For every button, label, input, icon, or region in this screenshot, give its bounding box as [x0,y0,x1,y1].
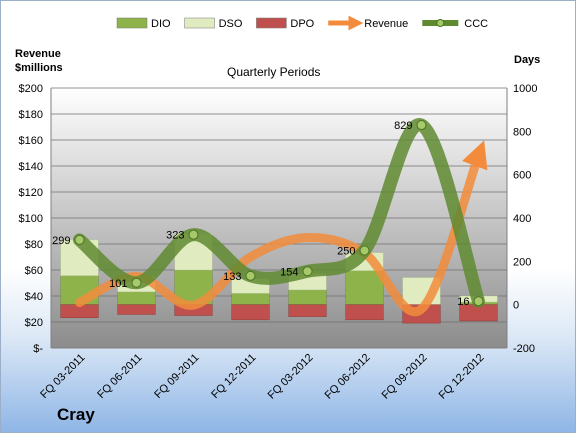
dpo-bar [345,304,384,321]
legend-item-dpo: DPO [256,17,315,30]
right-axis-tick-label: 200 [513,256,531,268]
x-axis-category-label: FQ 03-2011 [38,352,87,401]
left-axis-tick-label: $160 [19,135,43,147]
ccc-point [245,270,256,281]
legend-dso-swatch [184,17,215,29]
legend-item-ccc: CCC [422,18,488,30]
ccc-data-label: 829 [394,120,412,132]
legend-label: DIO [151,18,171,30]
left-axis-tick-label: $- [33,343,43,355]
ccc-point [74,234,85,245]
dpo-bar [231,304,270,321]
legend-label: DSO [219,18,243,30]
ccc-data-label: 101 [109,278,127,290]
left-axis-tick-label: $100 [19,213,43,225]
company-name: Cray [57,405,95,424]
ccc-point [416,120,427,131]
ccc-data-label: 16 [457,296,469,308]
x-axis-category-label: FQ 12-2012 [437,352,487,402]
ccc-data-label: 299 [52,235,70,247]
ccc-point [131,277,142,288]
right-axis-tick-label: 1000 [513,83,537,95]
legend-label: DPO [290,18,314,30]
legend-dpo-swatch [256,17,287,29]
left-axis-tick-label: $20 [25,317,43,329]
left-axis-tick-label: $200 [19,83,43,95]
right-axis-tick-label: 800 [513,126,531,138]
left-axis-tick-label: $40 [25,291,43,303]
left-axis-tick-label: $140 [19,161,43,173]
ccc-point [359,245,370,256]
dpo-bar [117,304,156,315]
legend-item-revenue: Revenue [328,15,408,31]
right-axis-tick-label: 400 [513,213,531,225]
dio-bar [345,270,384,305]
ccc-data-label: 250 [337,246,355,258]
legend-label: Revenue [364,18,408,30]
x-axis-category-label: FQ 09-2011 [152,352,201,401]
dio-bar [231,293,270,305]
ccc-point [302,266,313,277]
x-axis-category-label: FQ 09-2012 [380,352,430,402]
ccc-data-label: 323 [166,230,184,242]
legend-item-dio: DIO [116,17,171,30]
right-axis-tick-label: -200 [513,343,535,355]
ccc-point [473,296,484,307]
ccc-point [188,229,199,240]
x-axis-category-label: FQ 12-2011 [209,352,258,401]
x-axis-category-label: FQ 06-2012 [323,352,373,402]
left-axis-tick-label: $120 [19,187,43,199]
right-axis-title: Days [514,54,540,66]
ccc-data-label: 154 [280,266,298,278]
ccc-data-label: 133 [223,271,241,283]
x-axis-category-label: FQ 03-2012 [266,352,316,402]
dio-bar [117,291,156,305]
legend-item-dso: DSO [184,17,243,30]
legend-label: CCC [464,18,488,30]
right-axis-tick-label: 0 [513,300,519,312]
left-axis-tick-label: $60 [25,265,43,277]
x-axis-category-label: FQ 06-2011 [95,352,144,401]
left-axis-tick-label: $80 [25,239,43,251]
left-axis-title-line1: Revenue [15,48,61,60]
chart-title: Quarterly Periods [227,65,320,79]
legend-ccc-marker [436,19,445,27]
legend-dio-swatch [116,17,148,29]
dio-bar [288,289,327,305]
right-axis-tick-label: 600 [513,170,531,182]
left-axis-title-line2: $millions [15,62,63,74]
dpo-bar [288,304,327,317]
left-axis-tick-label: $180 [19,109,43,121]
